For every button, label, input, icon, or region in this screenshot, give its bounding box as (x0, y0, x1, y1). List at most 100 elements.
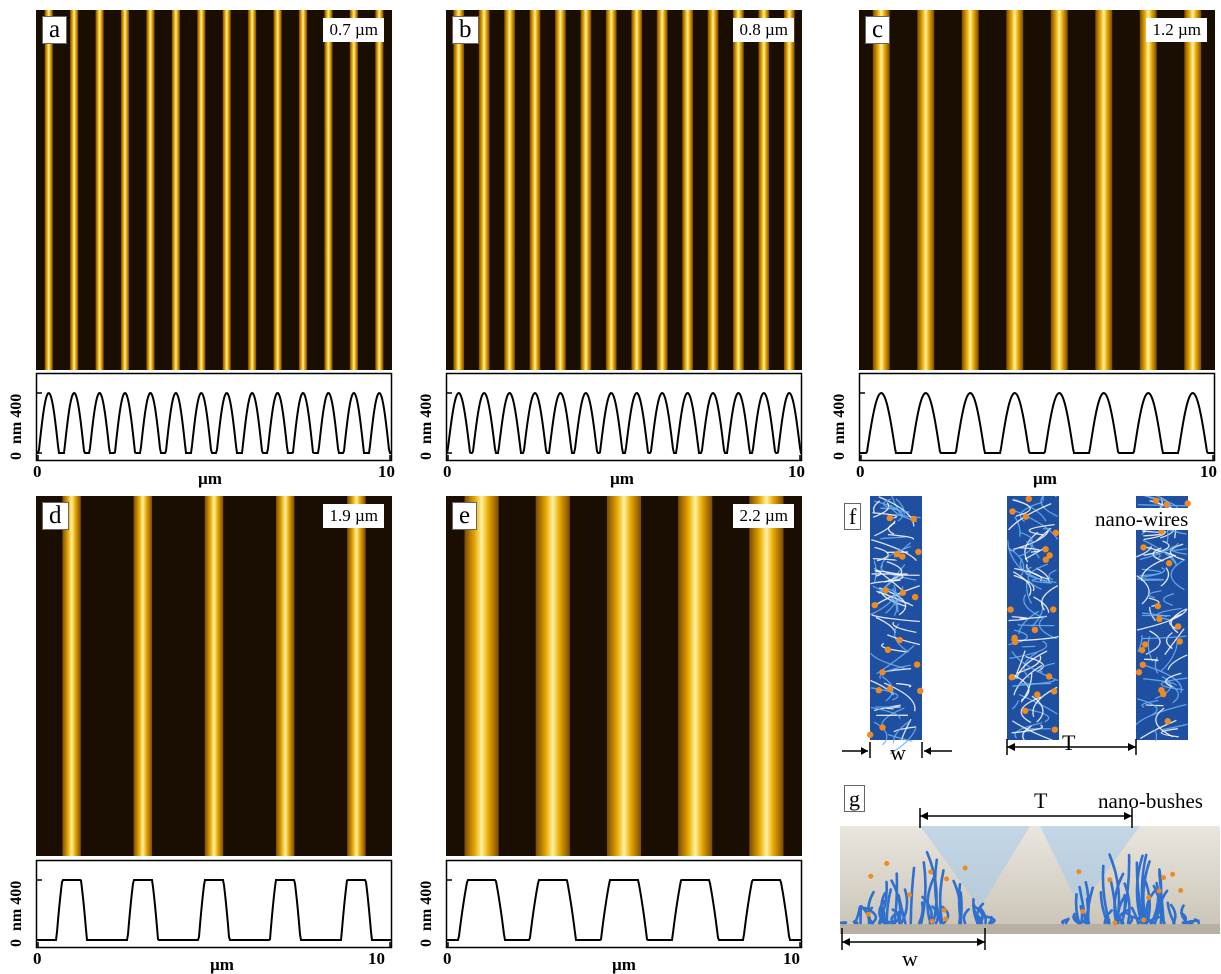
stripe (783, 10, 795, 370)
xmin-a: 0 (33, 462, 42, 481)
stripe (656, 10, 668, 370)
stripe (733, 10, 744, 370)
w-label-f: w (890, 740, 906, 765)
profile-e (445, 859, 803, 949)
nano-bushes-illustration (839, 808, 1220, 950)
xmin-c: 0 (856, 462, 865, 481)
stripe (70, 10, 79, 370)
t-label-f: T (1062, 730, 1076, 755)
nano-wires-illustration (842, 473, 1191, 758)
stripes-c (859, 10, 1215, 370)
stripe (535, 496, 570, 856)
nano-wires-title: nano-wires (1092, 508, 1192, 530)
xlabel-c: µm (1033, 469, 1057, 488)
xmax-d: 10 (368, 949, 385, 968)
panel-letter-d: d (42, 502, 69, 530)
xlabel-b: µm (610, 469, 634, 488)
stripe (95, 10, 104, 370)
stripes-a (36, 10, 392, 370)
xlabel-e: µm (612, 955, 636, 974)
ylabel-d: 0 nm 400 (8, 880, 25, 947)
scale-label-a: 0.7 µm (323, 18, 384, 42)
panel-letter-f: f (844, 503, 862, 530)
profile-line (36, 879, 392, 941)
xmax-b: 10 (788, 462, 805, 481)
stripe (204, 496, 224, 856)
stripe (120, 10, 130, 370)
xmax-c: 10 (1200, 462, 1217, 481)
stripe (62, 496, 81, 856)
stripe (464, 496, 499, 856)
xmin-b: 0 (443, 462, 452, 481)
stripe (529, 10, 541, 370)
ylabel-c: 0 nm 400 (831, 393, 848, 460)
xmin-e: 0 (443, 949, 452, 968)
stripe (605, 10, 617, 370)
stripes-d (36, 496, 392, 856)
afm-image-e: e 2.2 µm (446, 496, 802, 856)
stripe (917, 10, 935, 370)
stripe (375, 10, 384, 370)
xlabel-d: µm (210, 955, 234, 974)
profile-line (36, 391, 392, 454)
stripe (275, 496, 295, 856)
stripe (222, 10, 231, 370)
stripe (678, 496, 713, 856)
stripe (872, 10, 890, 370)
stripe (324, 10, 333, 370)
profile-line (446, 391, 802, 454)
stripe (1184, 10, 1202, 370)
scale-label-d: 1.9 µm (323, 504, 384, 528)
stripe (273, 10, 282, 370)
xmax-a: 10 (378, 462, 395, 481)
afm-image-c: c 1.2 µm (859, 10, 1215, 370)
afm-image-a: a 0.7 µm (36, 10, 392, 370)
xmax-e: 10 (783, 949, 800, 968)
stripe (606, 496, 642, 856)
w-label-g: w (902, 946, 918, 971)
scale-label-c: 1.2 µm (1146, 18, 1207, 42)
profile-d (35, 859, 393, 949)
panel-letter-e: e (452, 502, 478, 530)
xlabel-a: µm (198, 469, 222, 488)
stripe (478, 10, 490, 370)
profile-line (859, 391, 1215, 454)
stripe (1139, 10, 1157, 370)
stripe (146, 10, 155, 370)
profile-line (446, 879, 802, 941)
stripes-e (446, 496, 802, 856)
stripe (171, 10, 180, 370)
stripe (197, 10, 206, 370)
stripe (758, 10, 770, 370)
stripe (555, 10, 566, 370)
stripe (1050, 10, 1068, 370)
stripe (1095, 10, 1113, 370)
panel-f: f nano-wires w T (840, 473, 1220, 766)
ylabel-b: 0 nm 400 (418, 393, 435, 460)
t-label-g: T (1034, 788, 1048, 813)
stripe (133, 496, 153, 856)
profile-a (35, 372, 393, 462)
profile-b (445, 372, 803, 462)
nano-bushes-title: nano-bushes (1098, 789, 1203, 813)
stripe (631, 10, 643, 370)
stripes-b (446, 10, 802, 370)
stripe (961, 10, 979, 370)
panel-letter-b: b (452, 16, 479, 44)
panel-letter-c: c (865, 16, 891, 44)
stripe (453, 10, 465, 370)
panel-g: g nano-bushes T w (839, 778, 1220, 971)
stripe (298, 10, 308, 370)
ylabel-e: 0 nm 400 (418, 880, 435, 947)
stripe (707, 10, 719, 370)
scale-label-b: 0.8 µm (733, 18, 794, 42)
profile-c (858, 372, 1216, 462)
stripe (347, 496, 366, 856)
afm-image-d: d 1.9 µm (36, 496, 392, 856)
stripe (349, 10, 358, 370)
xmin-d: 0 (33, 949, 42, 968)
scale-label-e: 2.2 µm (733, 504, 794, 528)
stripe (248, 10, 257, 370)
ylabel-a: 0 nm 400 (8, 393, 25, 460)
panel-letter-a: a (42, 16, 68, 44)
